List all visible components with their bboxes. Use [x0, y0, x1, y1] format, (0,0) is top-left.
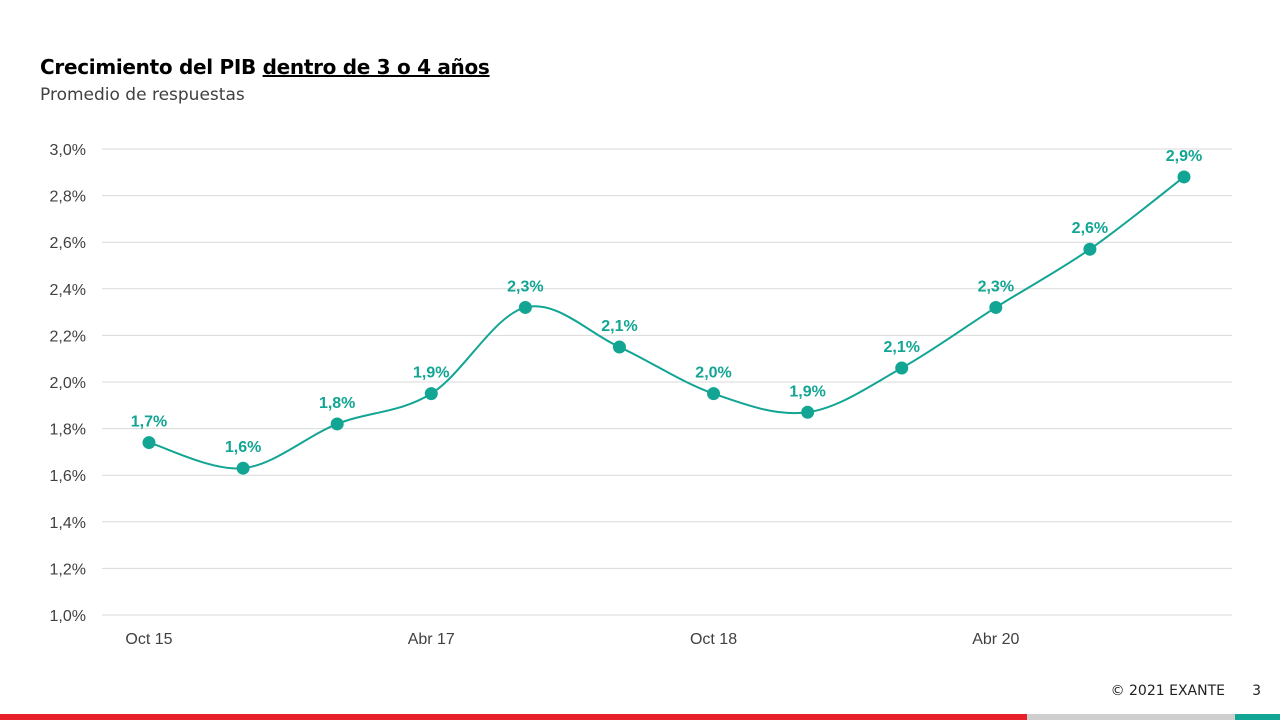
data-label: 2,3% [978, 278, 1014, 295]
data-label: 1,9% [789, 383, 825, 400]
y-tick-label: 3,0% [50, 142, 86, 159]
data-label: 2,6% [1072, 220, 1108, 237]
data-label: 2,1% [883, 339, 919, 356]
y-tick-label: 2,6% [50, 235, 86, 252]
data-label: 2,9% [1166, 148, 1202, 165]
footer-bar-red [0, 714, 1027, 720]
y-tick-label: 1,0% [50, 608, 86, 625]
x-tick-label: Oct 18 [690, 631, 737, 648]
y-tick-label: 2,0% [50, 375, 86, 392]
data-point [801, 405, 815, 419]
data-label: 2,3% [507, 278, 543, 295]
chart-subtitle: Promedio de respuestas [40, 85, 245, 105]
y-tick-label: 2,8% [50, 189, 86, 206]
x-tick-label: Abr 20 [972, 631, 1019, 648]
y-tick-label: 1,8% [50, 422, 86, 439]
data-label: 1,8% [319, 395, 355, 412]
chart-title-underlined: dentro de 3 o 4 años [262, 55, 490, 79]
y-tick-label: 1,4% [50, 515, 86, 532]
y-tick-label: 1,6% [50, 468, 86, 485]
footer-bar-teal [1235, 714, 1280, 720]
data-point [895, 361, 909, 375]
data-label: 1,6% [225, 439, 261, 456]
copyright-text: © 2021 EXANTE [1110, 683, 1225, 699]
x-tick-label: Oct 15 [125, 631, 172, 648]
data-point [1177, 170, 1191, 184]
data-point [424, 387, 438, 401]
data-point [142, 436, 156, 450]
y-tick-label: 2,2% [50, 328, 86, 345]
data-point [612, 340, 626, 354]
data-point [989, 300, 1003, 314]
data-label: 2,0% [695, 365, 731, 382]
data-point [707, 387, 721, 401]
data-label: 2,1% [601, 318, 637, 335]
chart-title-main: Crecimiento del PIB [40, 55, 263, 79]
page-number: 3 [1252, 683, 1261, 699]
data-point [236, 461, 250, 475]
data-label: 1,7% [131, 414, 167, 431]
data-point [1083, 242, 1097, 256]
data-point [330, 417, 344, 431]
y-tick-label: 1,2% [50, 561, 86, 578]
chart-title: Crecimiento del PIB dentro de 3 o 4 años [40, 55, 490, 79]
data-label: 1,9% [413, 365, 449, 382]
series-line [148, 176, 1185, 470]
data-point [518, 300, 532, 314]
footer-bar-gray [1027, 714, 1235, 720]
y-tick-label: 2,4% [50, 282, 86, 299]
x-tick-label: Abr 17 [408, 631, 455, 648]
